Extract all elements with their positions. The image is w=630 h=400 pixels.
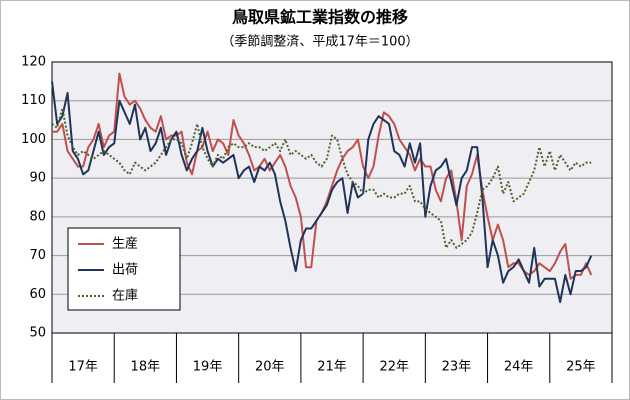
legend-label: 在庫: [112, 289, 138, 304]
y-tick-label: 80: [29, 209, 46, 224]
legend-label: 生産: [112, 236, 138, 252]
y-tick-label: 70: [29, 248, 46, 263]
chart-subtitle: （季節調整済、平成17年＝100）: [221, 34, 418, 50]
series-line: [51, 81, 593, 304]
x-tick-label: 24年: [504, 360, 534, 375]
legend-label: 出荷: [112, 263, 138, 278]
x-tick-label: 23年: [442, 360, 472, 375]
y-tick-label: 100: [21, 132, 46, 147]
x-tick-label: 22年: [379, 360, 409, 375]
y-tick-label: 50: [29, 326, 46, 341]
x-tick-label: 21年: [317, 360, 347, 375]
y-tick-label: 110: [21, 93, 46, 108]
x-tick-label: 17年: [68, 360, 98, 375]
plot-border: [51, 61, 613, 334]
x-tick-label: 20年: [255, 360, 285, 375]
series-line: [51, 107, 592, 249]
x-tick-label: 18年: [131, 360, 161, 375]
x-tick-label: 25年: [566, 360, 596, 375]
y-tick-label: 60: [29, 287, 46, 302]
y-tick-label: 90: [29, 171, 46, 186]
x-tick-label: 19年: [193, 360, 223, 375]
y-tick-label: 120: [21, 55, 46, 70]
chart-title: 鳥取県鉱工業指数の推移: [232, 8, 408, 27]
